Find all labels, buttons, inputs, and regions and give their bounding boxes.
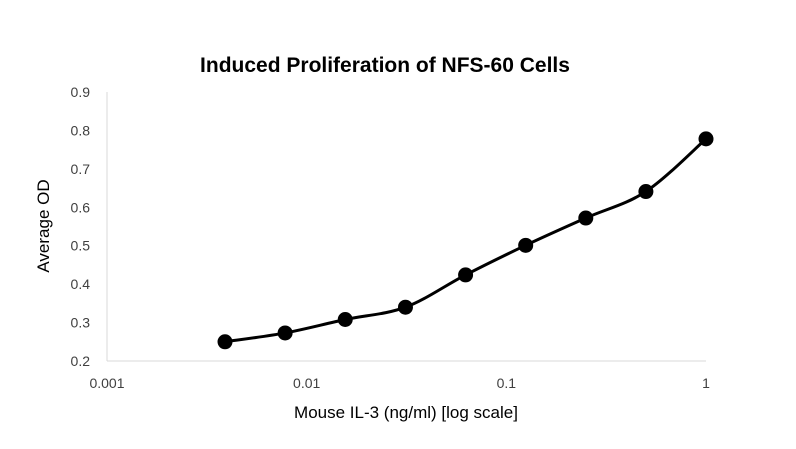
data-point <box>458 267 474 283</box>
data-point <box>217 334 233 350</box>
y-tick-label: 0.3 <box>71 315 91 331</box>
y-tick-label: 0.7 <box>71 161 91 177</box>
x-axis-label: Mouse IL-3 (ng/ml) [log scale] <box>294 403 518 422</box>
x-tick-label: 1 <box>702 375 710 391</box>
data-points <box>217 131 714 350</box>
data-point <box>698 131 714 147</box>
data-point <box>397 299 413 315</box>
data-point <box>578 210 594 226</box>
y-tick-label: 0.9 <box>71 84 91 100</box>
axes <box>106 92 706 362</box>
x-tick-label: 0.1 <box>497 375 517 391</box>
data-point <box>638 184 654 200</box>
y-tick-label: 0.6 <box>71 199 91 215</box>
y-tick-label: 0.5 <box>71 238 91 254</box>
y-axis-label: Average OD <box>34 179 53 272</box>
x-tick-label: 0.01 <box>293 375 320 391</box>
data-point <box>277 325 293 341</box>
x-tick-labels: 0.001 0.01 0.1 1 <box>89 375 710 391</box>
series-line <box>223 137 708 344</box>
data-point <box>337 311 353 327</box>
y-tick-label: 0.8 <box>71 122 91 138</box>
y-tick-label: 0.2 <box>71 353 91 369</box>
chart-title: Induced Proliferation of NFS-60 Cells <box>200 54 570 77</box>
y-tick-labels: 0.2 0.3 0.4 0.5 0.6 0.7 0.8 0.9 <box>71 84 91 369</box>
x-tick-label: 0.001 <box>89 375 124 391</box>
y-tick-label: 0.4 <box>71 276 91 292</box>
data-point <box>518 237 534 253</box>
